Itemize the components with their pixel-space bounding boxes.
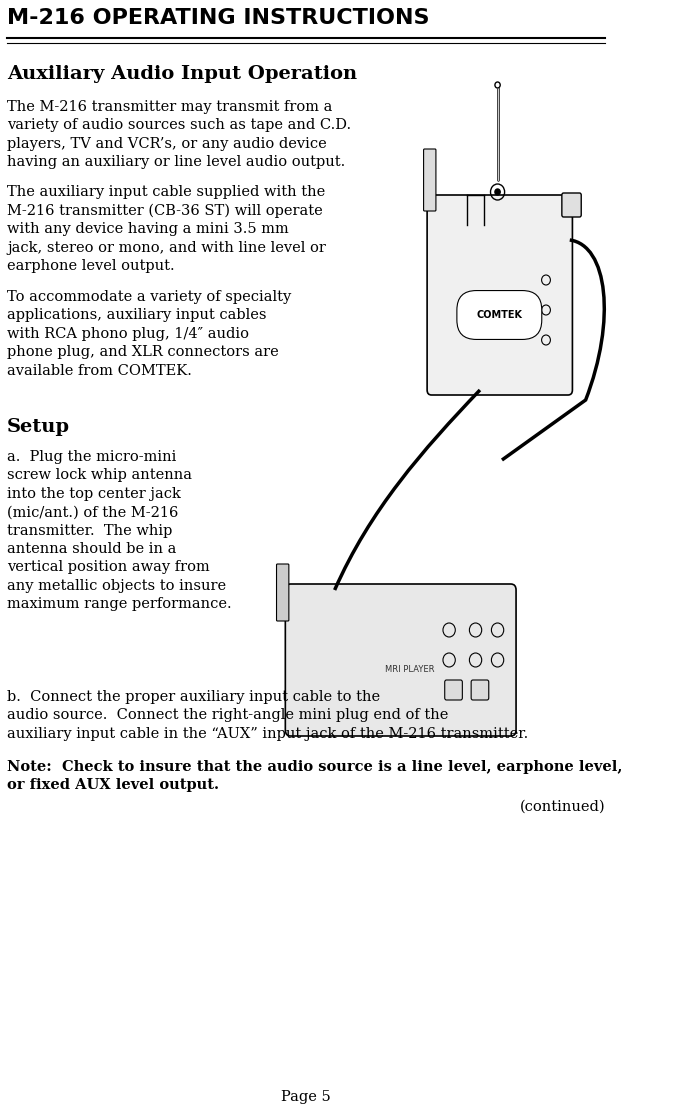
FancyBboxPatch shape [427,195,573,395]
Circle shape [495,189,500,195]
Circle shape [495,82,500,88]
Text: M-216 OPERATING INSTRUCTIONS: M-216 OPERATING INSTRUCTIONS [7,8,430,28]
Text: Auxiliary Audio Input Operation: Auxiliary Audio Input Operation [7,65,357,83]
Text: Note:  Check to insure that the audio source is a line level, earphone level,
or: Note: Check to insure that the audio sou… [7,760,623,792]
Text: a.  Plug the micro-mini
screw lock whip antenna
into the top center jack
(mic/an: a. Plug the micro-mini screw lock whip a… [7,450,231,611]
Text: To accommodate a variety of specialty
applications, auxiliary input cables
with : To accommodate a variety of specialty ap… [7,290,291,377]
Text: COMTEK: COMTEK [476,310,523,320]
Text: Setup: Setup [7,419,70,436]
FancyBboxPatch shape [277,564,289,621]
Text: The auxiliary input cable supplied with the
M-216 transmitter (CB-36 ST) will op: The auxiliary input cable supplied with … [7,185,326,273]
FancyBboxPatch shape [471,680,489,700]
Text: (continued): (continued) [519,800,605,814]
FancyBboxPatch shape [423,149,436,211]
FancyBboxPatch shape [286,584,516,736]
Text: The M-216 transmitter may transmit from a
variety of audio sources such as tape : The M-216 transmitter may transmit from … [7,100,351,169]
FancyBboxPatch shape [562,192,581,217]
Text: b.  Connect the proper auxiliary input cable to the
audio source.  Connect the r: b. Connect the proper auxiliary input ca… [7,690,528,741]
Text: MRI PLAYER: MRI PLAYER [385,666,434,675]
Text: Page 5: Page 5 [281,1090,330,1104]
FancyBboxPatch shape [445,680,462,700]
